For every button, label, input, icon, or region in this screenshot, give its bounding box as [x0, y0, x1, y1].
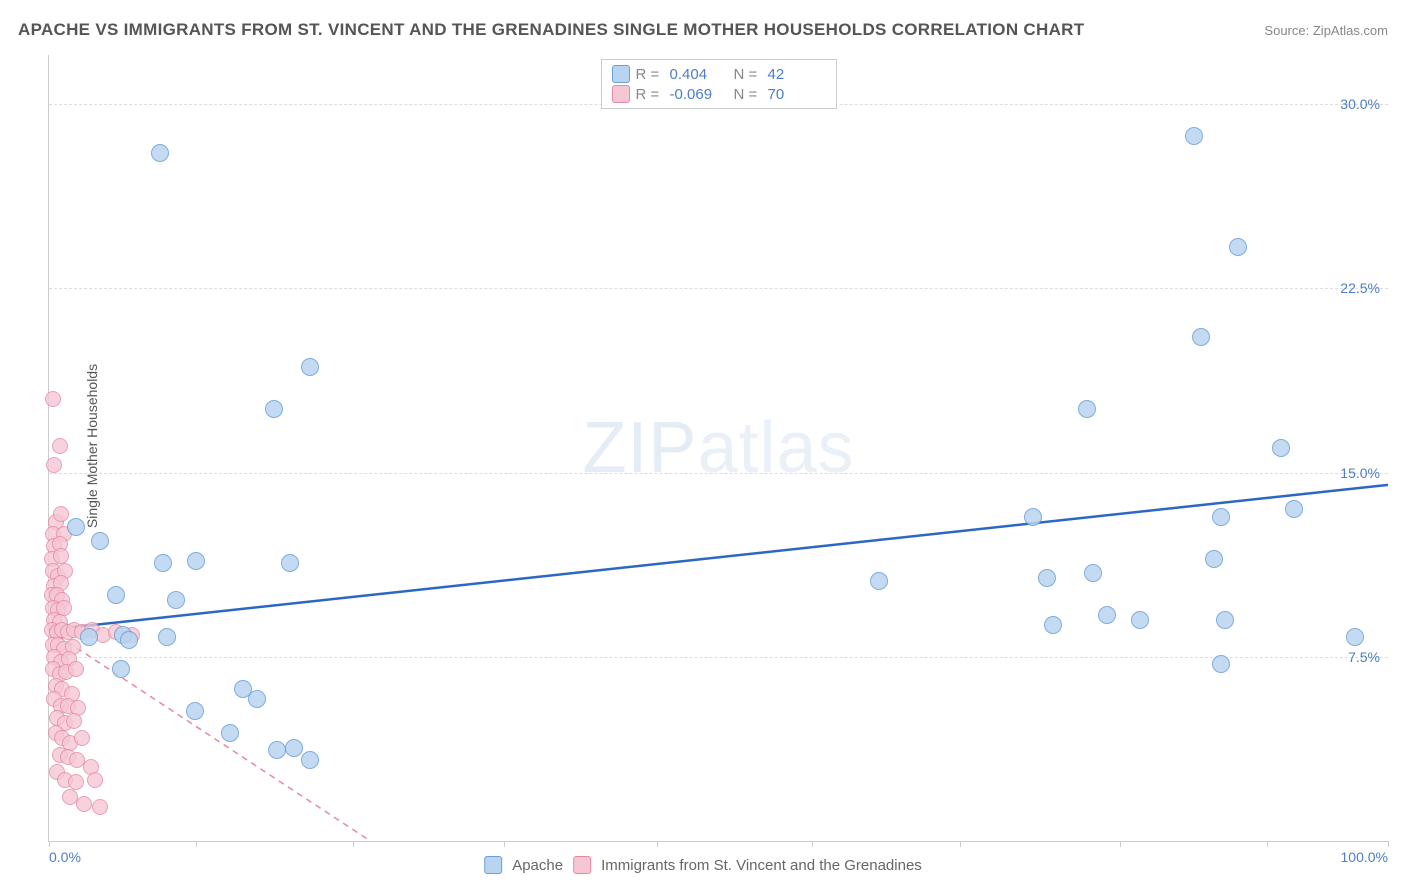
- swatch-icon: [612, 85, 630, 103]
- immigrants-point: [74, 730, 90, 746]
- apache-point: [221, 724, 239, 742]
- apache-point: [1229, 238, 1247, 256]
- apache-point: [1346, 628, 1364, 646]
- x-tick: [657, 841, 658, 847]
- trend-lines: [49, 55, 1388, 841]
- x-tick: [960, 841, 961, 847]
- series-legend: Apache Immigrants from St. Vincent and t…: [484, 856, 922, 874]
- apache-point: [285, 739, 303, 757]
- x-tick: [812, 841, 813, 847]
- apache-point: [158, 628, 176, 646]
- apache-point: [1024, 508, 1042, 526]
- legend-row-apache: R = 0.404 N = 42: [612, 64, 826, 84]
- apache-point: [67, 518, 85, 536]
- immigrants-point: [76, 796, 92, 812]
- apache-point: [1131, 611, 1149, 629]
- apache-point: [1212, 508, 1230, 526]
- immigrants-point: [53, 506, 69, 522]
- y-tick-label: 7.5%: [1348, 649, 1380, 665]
- legend-row-immigrants: R = -0.069 N = 70: [612, 84, 826, 104]
- apache-point: [248, 690, 266, 708]
- apache-point: [167, 591, 185, 609]
- x-tick: [504, 841, 505, 847]
- x-tick: [49, 841, 50, 847]
- apache-point: [1098, 606, 1116, 624]
- x-tick: [1120, 841, 1121, 847]
- x-tick-label-max: 100.0%: [1341, 849, 1388, 865]
- immigrants-point: [92, 799, 108, 815]
- source-label: Source:: [1264, 23, 1309, 38]
- y-tick-label: 15.0%: [1340, 465, 1380, 481]
- apache-point: [1285, 500, 1303, 518]
- apache-point: [80, 628, 98, 646]
- apache-point: [186, 702, 204, 720]
- apache-point: [187, 552, 205, 570]
- chart-plot-area: ZIPatlas R = 0.404 N = 42 R = -0.069 N =…: [48, 55, 1388, 842]
- apache-point: [120, 631, 138, 649]
- y-tick-label: 30.0%: [1340, 96, 1380, 112]
- gridline: [49, 473, 1388, 474]
- apache-point: [1272, 439, 1290, 457]
- immigrants-point: [87, 772, 103, 788]
- apache-point: [151, 144, 169, 162]
- chart-title: APACHE VS IMMIGRANTS FROM ST. VINCENT AN…: [18, 20, 1084, 40]
- legend-label-apache: Apache: [512, 857, 563, 874]
- apache-point: [1078, 400, 1096, 418]
- apache-point: [265, 400, 283, 418]
- apache-point: [268, 741, 286, 759]
- apache-point: [1192, 328, 1210, 346]
- apache-point: [1185, 127, 1203, 145]
- source-link[interactable]: ZipAtlas.com: [1313, 23, 1388, 38]
- correlation-legend: R = 0.404 N = 42 R = -0.069 N = 70: [601, 59, 837, 109]
- apache-point: [1212, 655, 1230, 673]
- legend-label-immigrants: Immigrants from St. Vincent and the Gren…: [601, 857, 922, 874]
- apache-point: [1084, 564, 1102, 582]
- apache-point: [107, 586, 125, 604]
- x-tick: [1267, 841, 1268, 847]
- apache-point: [301, 751, 319, 769]
- gridline: [49, 288, 1388, 289]
- immigrants-point: [68, 661, 84, 677]
- apache-point: [154, 554, 172, 572]
- apache-point: [1205, 550, 1223, 568]
- x-tick: [1388, 841, 1389, 847]
- x-tick: [353, 841, 354, 847]
- y-tick-label: 22.5%: [1340, 280, 1380, 296]
- immigrants-point: [45, 391, 61, 407]
- immigrants-point: [52, 438, 68, 454]
- immigrants-point: [46, 457, 62, 473]
- immigrants-point: [68, 774, 84, 790]
- swatch-icon: [573, 856, 591, 874]
- apache-point: [301, 358, 319, 376]
- apache-point: [281, 554, 299, 572]
- immigrants-point: [53, 548, 69, 564]
- x-tick: [196, 841, 197, 847]
- apache-point: [870, 572, 888, 590]
- swatch-icon: [612, 65, 630, 83]
- source-attribution: Source: ZipAtlas.com: [1264, 23, 1388, 38]
- apache-point: [1216, 611, 1234, 629]
- immigrants-point: [66, 713, 82, 729]
- apache-point: [91, 532, 109, 550]
- gridline: [49, 657, 1388, 658]
- apache-point: [1038, 569, 1056, 587]
- x-tick-label-min: 0.0%: [49, 849, 81, 865]
- apache-point: [1044, 616, 1062, 634]
- trend-line: [49, 485, 1388, 630]
- apache-point: [112, 660, 130, 678]
- swatch-icon: [484, 856, 502, 874]
